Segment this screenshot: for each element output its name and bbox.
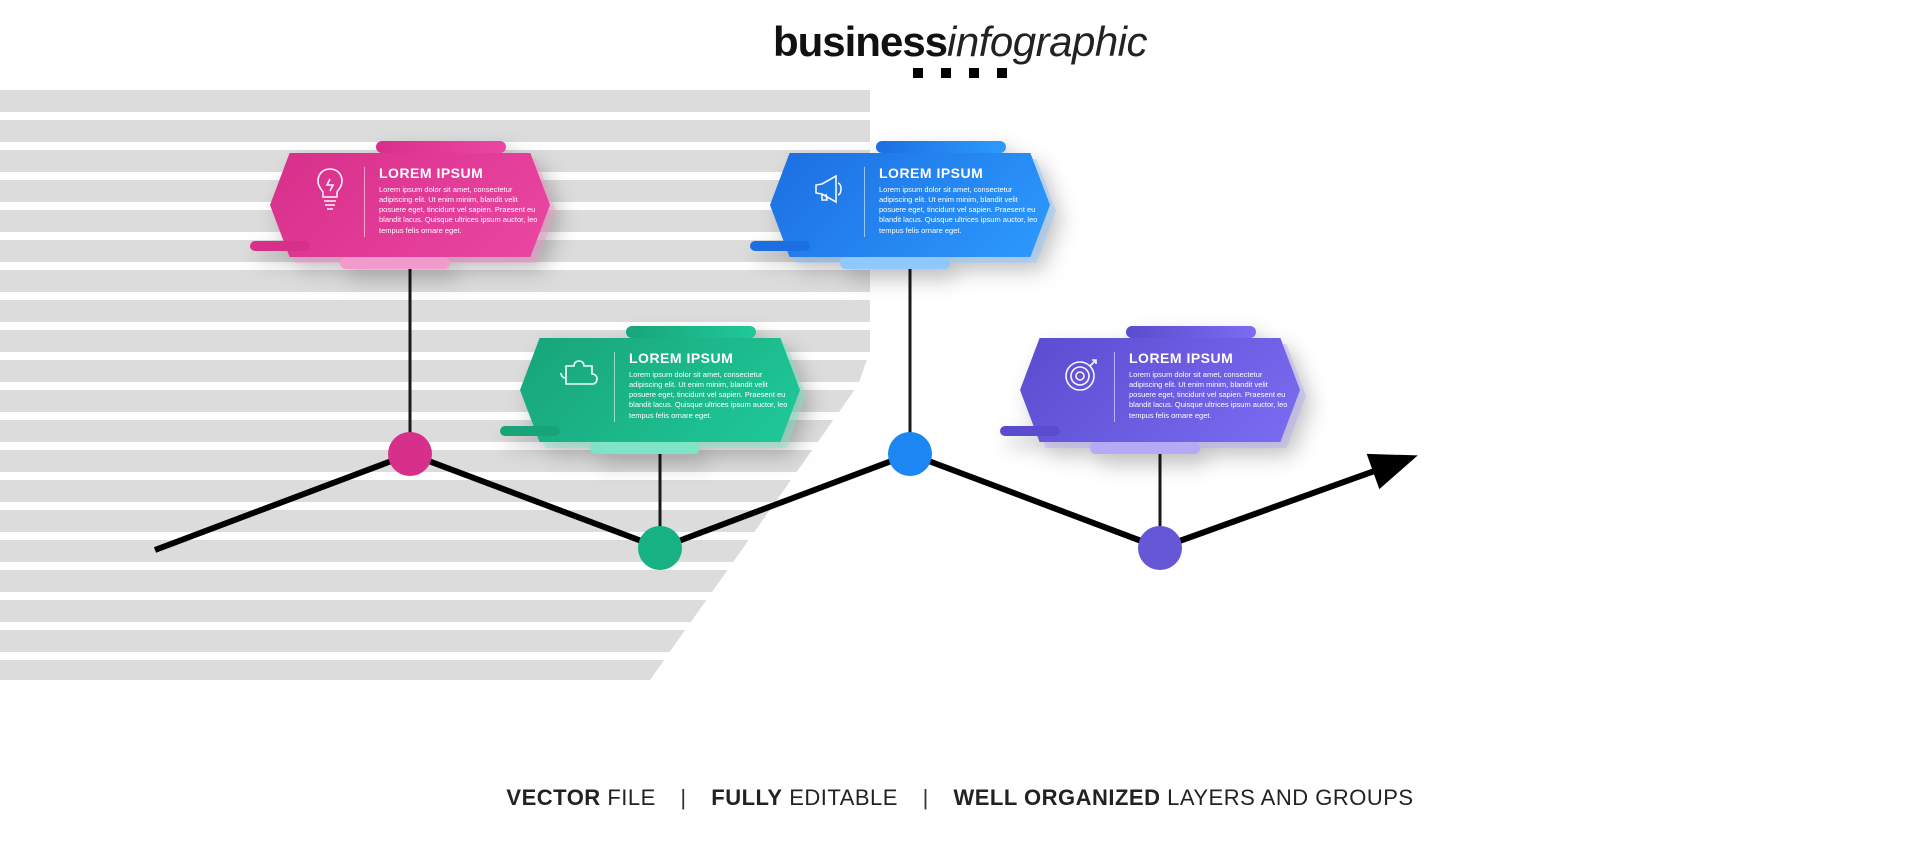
card-pill-bottom bbox=[590, 442, 700, 454]
card-divider bbox=[614, 352, 615, 422]
card-pill-top bbox=[876, 141, 1006, 153]
card-body: Lorem ipsum dolor sit amet, consectetur … bbox=[1129, 370, 1290, 421]
card-title: LOREM IPSUM bbox=[379, 165, 540, 181]
card-pill-top bbox=[626, 326, 756, 338]
timeline-node-1 bbox=[638, 526, 682, 570]
card-c4: LOREM IPSUM Lorem ipsum dolor sit amet, … bbox=[1000, 320, 1320, 460]
card-pill-bottom bbox=[340, 257, 450, 269]
footer: VECTOR FILE | FULLY EDITABLE | WELL ORGA… bbox=[0, 785, 1920, 811]
card-content: LOREM IPSUM Lorem ipsum dolor sit amet, … bbox=[1060, 350, 1290, 422]
footer-seg-0-bold: VECTOR bbox=[506, 785, 600, 810]
card-pill-top bbox=[376, 141, 506, 153]
lightbulb-icon bbox=[310, 165, 350, 213]
card-pill-bottom bbox=[1090, 442, 1200, 454]
card-pill-left bbox=[1000, 426, 1060, 436]
footer-seg-2-bold: WELL ORGANIZED bbox=[953, 785, 1160, 810]
timeline-node-0 bbox=[388, 432, 432, 476]
card-pill-top bbox=[1126, 326, 1256, 338]
card-content: LOREM IPSUM Lorem ipsum dolor sit amet, … bbox=[560, 350, 790, 422]
card-content: LOREM IPSUM Lorem ipsum dolor sit amet, … bbox=[310, 165, 540, 237]
card-body: Lorem ipsum dolor sit amet, consectetur … bbox=[879, 185, 1040, 236]
card-divider bbox=[1114, 352, 1115, 422]
card-pill-left bbox=[250, 241, 310, 251]
card-c1: LOREM IPSUM Lorem ipsum dolor sit amet, … bbox=[250, 135, 570, 275]
card-pill-left bbox=[750, 241, 810, 251]
timeline-node-3 bbox=[1138, 526, 1182, 570]
card-title: LOREM IPSUM bbox=[879, 165, 1040, 181]
card-divider bbox=[864, 167, 865, 237]
stage: businessinfographic LOREM IPSUM Lorem ip… bbox=[0, 0, 1920, 845]
footer-sep-0: | bbox=[680, 785, 686, 810]
footer-seg-1-bold: FULLY bbox=[711, 785, 782, 810]
card-content: LOREM IPSUM Lorem ipsum dolor sit amet, … bbox=[810, 165, 1040, 237]
puzzle-icon bbox=[560, 350, 600, 398]
card-body: Lorem ipsum dolor sit amet, consectetur … bbox=[629, 370, 790, 421]
footer-seg-1-rest: EDITABLE bbox=[783, 785, 898, 810]
footer-seg-2-rest: LAYERS AND GROUPS bbox=[1160, 785, 1413, 810]
card-divider bbox=[364, 167, 365, 237]
card-body: Lorem ipsum dolor sit amet, consectetur … bbox=[379, 185, 540, 236]
timeline-node-2 bbox=[888, 432, 932, 476]
card-c2: LOREM IPSUM Lorem ipsum dolor sit amet, … bbox=[500, 320, 820, 460]
card-title: LOREM IPSUM bbox=[629, 350, 790, 366]
timeline-svg bbox=[0, 0, 1920, 845]
footer-sep-1: | bbox=[923, 785, 929, 810]
card-title: LOREM IPSUM bbox=[1129, 350, 1290, 366]
card-pill-left bbox=[500, 426, 560, 436]
card-pill-bottom bbox=[840, 257, 950, 269]
card-c3: LOREM IPSUM Lorem ipsum dolor sit amet, … bbox=[750, 135, 1070, 275]
footer-seg-0-rest: FILE bbox=[601, 785, 656, 810]
megaphone-icon bbox=[810, 165, 850, 213]
target-icon bbox=[1060, 350, 1100, 398]
